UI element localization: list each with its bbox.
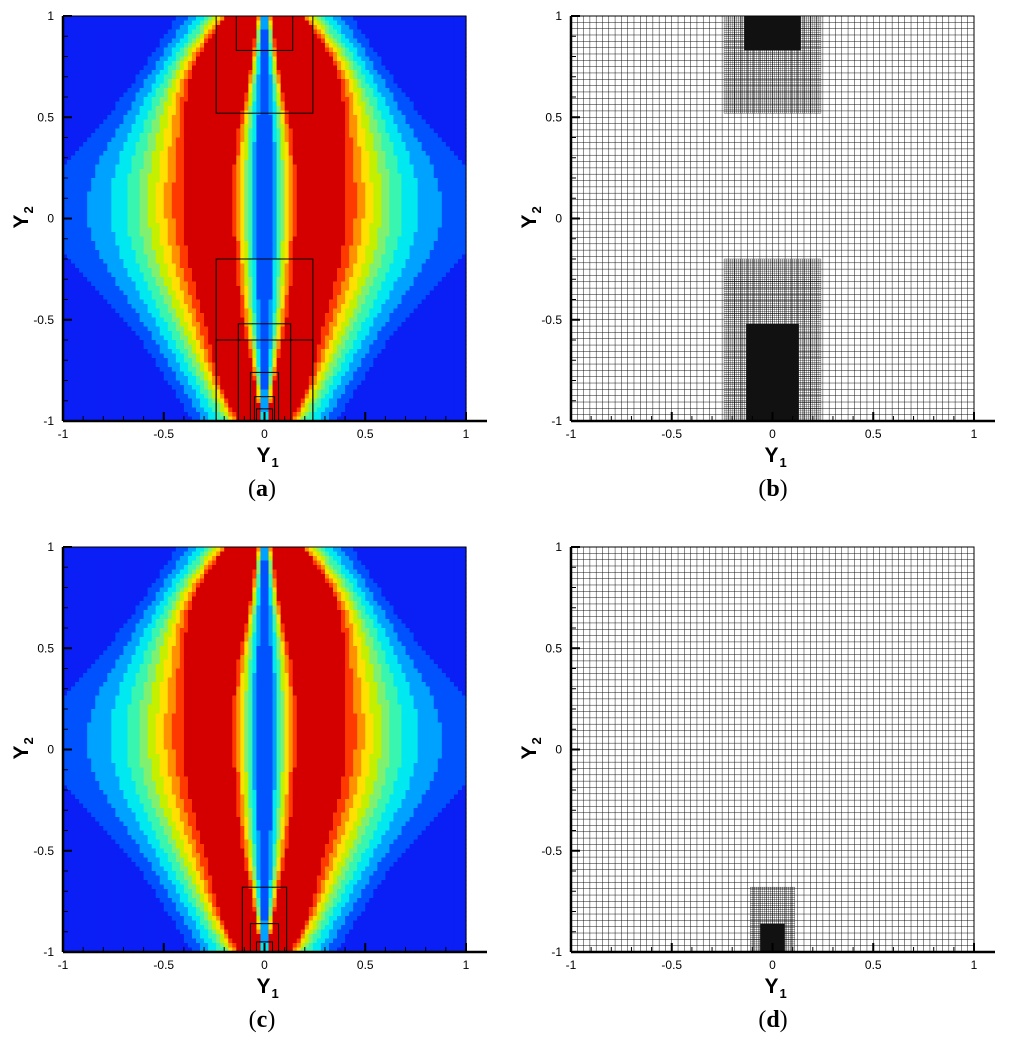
- y-tick-label: -1: [43, 945, 54, 959]
- y-tick-label: 1: [47, 9, 54, 23]
- x-tick-label: 1: [971, 958, 978, 972]
- x-tick-label: -0.5: [661, 958, 682, 972]
- x-axis-label: Y: [257, 975, 271, 998]
- caption-a: (a): [248, 476, 276, 502]
- x-tick-label: 1: [463, 427, 470, 441]
- panel-a-axes: -1 -0.5 0 0.5 110.50-0.5-1Y 1Y2: [10, 9, 487, 470]
- panel-c: -1 -0.5 0 0.5 1 1 0.5 0 -0.5 -1 Y 1 Y 2 (c): [0, 531, 512, 1049]
- x-tick-label: 0.5: [865, 958, 882, 972]
- y-tick-label: -1: [551, 414, 562, 428]
- y-tick-label: -0.5: [33, 313, 54, 327]
- y-tick-label: -1: [43, 414, 54, 428]
- contour-plot-c: -1 -0.5 0 0.5 110.50-0.5-1Y 1Y2: [10, 540, 487, 1001]
- caption-c: (c): [248, 1007, 276, 1033]
- x-tick-label: -0.5: [153, 958, 174, 972]
- y-axis-label: Y2: [518, 206, 544, 228]
- y-tick-label: -0.5: [541, 844, 562, 858]
- x-axis-label: Y: [765, 975, 779, 998]
- x-axis-label-subscript: 1: [272, 455, 279, 470]
- x-tick-label: 0: [261, 958, 268, 972]
- y-axis-label: Y2: [10, 206, 36, 228]
- caption-b: (b): [758, 476, 788, 502]
- x-tick-label: 1: [463, 958, 470, 972]
- y-tick-label: 0.5: [37, 641, 54, 655]
- x-tick-label: -1: [566, 427, 577, 441]
- panel-b-axes: -1 -0.5 0 0.5 110.50-0.5-1Y 1Y2: [518, 9, 995, 470]
- x-tick-label: 0: [769, 958, 776, 972]
- x-tick-label: 0: [261, 427, 268, 441]
- caption-d: (d): [758, 1007, 788, 1033]
- panel-d: -1 -0.5 0 0.5 1 1 0.5 0 -0.5 -1 Y 1 Y 2 (d): [508, 531, 1024, 1049]
- y-tick-label: 0: [47, 743, 54, 757]
- y-tick-label: 0.5: [37, 110, 54, 124]
- y-tick-label: -1: [551, 945, 562, 959]
- y-tick-label: 1: [555, 9, 562, 23]
- x-tick-label: -0.5: [661, 427, 682, 441]
- x-tick-label: 0: [769, 427, 776, 441]
- panel-d-axes: -1 -0.5 0 0.5 110.50-0.5-1Y 1Y2: [518, 540, 995, 1001]
- contour-c-field: [63, 547, 467, 953]
- panel-b: -1 -0.5 0 0.5 1 1 0.5 0 -0.5 -1 Y 1 Y 2 (b): [508, 0, 1024, 524]
- y-tick-label: 0: [555, 743, 562, 757]
- y-tick-label: 1: [47, 540, 54, 554]
- mesh-plot-b: -1 -0.5 0 0.5 110.50-0.5-1Y 1Y2: [518, 9, 995, 470]
- contour-a-field: [63, 16, 467, 422]
- y-tick-label: -0.5: [541, 313, 562, 327]
- y-tick-label: 0: [555, 212, 562, 226]
- x-tick-label: -1: [566, 958, 577, 972]
- x-tick-label: 0.5: [865, 427, 882, 441]
- y-tick-label: 1: [555, 540, 562, 554]
- panel-c-axes: -1 -0.5 0 0.5 110.50-0.5-1Y 1Y2: [10, 540, 487, 1001]
- y-tick-label: 0: [47, 212, 54, 226]
- mesh-plot-d: -1 -0.5 0 0.5 110.50-0.5-1Y 1Y2: [518, 540, 995, 1001]
- x-tick-label: 0.5: [357, 427, 374, 441]
- x-tick-label: -1: [58, 427, 69, 441]
- x-axis-label: Y: [257, 444, 271, 467]
- x-axis-label-subscript: 1: [780, 455, 787, 470]
- y-axis-label: Y2: [518, 737, 544, 759]
- panel-a: -1 -0.5 0 0.5 1 1 0.5 0 -0.5 -1 Y 1 Y 2 (a): [0, 0, 512, 524]
- y-axis-label: Y2: [10, 737, 36, 759]
- x-tick-label: -1: [58, 958, 69, 972]
- x-tick-label: -0.5: [153, 427, 174, 441]
- mesh-d: [570, 546, 975, 953]
- x-axis-label: Y: [765, 444, 779, 467]
- y-tick-label: 0.5: [545, 110, 562, 124]
- y-tick-label: -0.5: [33, 844, 54, 858]
- y-tick-label: 0.5: [545, 641, 562, 655]
- x-tick-label: 1: [971, 427, 978, 441]
- x-axis-label-subscript: 1: [780, 986, 787, 1001]
- x-tick-label: 0.5: [357, 958, 374, 972]
- contour-plot-a: -1 -0.5 0 0.5 110.50-0.5-1Y 1Y2: [10, 9, 487, 470]
- mesh-b: [570, 15, 975, 422]
- x-axis-label-subscript: 1: [272, 986, 279, 1001]
